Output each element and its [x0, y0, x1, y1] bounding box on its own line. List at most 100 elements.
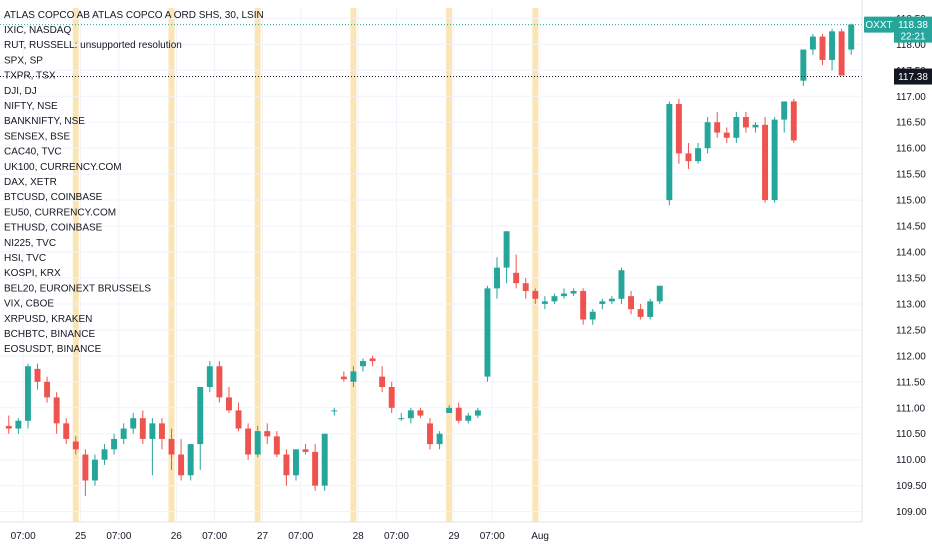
- legend-symbol: XRPUSD, KRAKEN: [4, 314, 92, 325]
- y-tick-label: 113.00: [896, 299, 926, 310]
- candle-body: [312, 451, 319, 486]
- candle: [819, 33, 826, 66]
- candle: [331, 407, 338, 416]
- candle: [848, 23, 855, 55]
- candle-body: [44, 381, 51, 398]
- legend-symbol: IXIC, NASDAQ: [4, 25, 71, 36]
- symbol-tag: [864, 16, 894, 33]
- candle-body: [264, 431, 271, 437]
- candle: [436, 431, 443, 450]
- candle-body: [618, 270, 625, 299]
- candle: [149, 418, 156, 476]
- candle-body: [120, 428, 127, 439]
- legend-symbol: SENSEX, BSE: [4, 131, 70, 142]
- session-bands: [72, 8, 539, 522]
- candle: [532, 288, 539, 304]
- x-tick-label: 07:00: [288, 531, 313, 542]
- candle-body: [762, 124, 769, 201]
- legend-symbol: CAC40, TVC: [4, 147, 62, 158]
- candle-body: [72, 441, 79, 450]
- candle: [752, 122, 759, 133]
- candle: [474, 407, 481, 419]
- candle: [158, 418, 165, 450]
- legend-symbol: BTCUSD, COINBASE: [4, 192, 103, 203]
- y-tick-label: 109.50: [896, 481, 927, 492]
- candle: [599, 298, 606, 310]
- candle-body: [101, 449, 108, 460]
- candle: [541, 296, 548, 310]
- y-tick-label: 111.50: [896, 377, 926, 388]
- candle-body: [647, 301, 654, 317]
- x-tick-label: Aug: [531, 531, 549, 542]
- candle: [53, 392, 60, 434]
- session-band: [168, 8, 175, 522]
- x-tick-label: 25: [75, 531, 87, 542]
- y-tick-label: 113.50: [896, 273, 926, 284]
- legend-symbol: BANKNIFTY, NSE: [4, 116, 85, 127]
- y-tick-label: 111.00: [896, 403, 926, 414]
- candle-body: [216, 366, 223, 398]
- candle-body: [302, 449, 309, 452]
- candle: [742, 111, 749, 133]
- candle: [484, 285, 491, 382]
- candle: [714, 111, 721, 138]
- legend-symbol: UK100, CURRENCY.COM: [4, 162, 122, 173]
- candle: [800, 49, 807, 86]
- y-tick-label: 116.00: [896, 144, 926, 155]
- y-tick-label: 115.50: [896, 170, 926, 181]
- legend-symbol: SPX, SP: [4, 55, 43, 66]
- candle: [111, 433, 118, 455]
- legend-symbol: KOSPI, KRX: [4, 268, 61, 279]
- candle: [733, 111, 740, 143]
- candle-body: [685, 153, 692, 162]
- legend-symbol: EOSUSDT, BINANCE: [4, 344, 102, 355]
- chart-title: ATLAS COPCO AB ATLAS COPCO A ORD SHS, 30…: [4, 10, 264, 21]
- candle-body: [350, 371, 357, 382]
- candle: [465, 412, 472, 424]
- candle-body: [790, 101, 797, 141]
- x-tick-label: 07:00: [11, 531, 36, 542]
- candle: [369, 355, 376, 367]
- candle: [178, 438, 185, 481]
- candle: [293, 449, 299, 481]
- candle: [379, 366, 386, 393]
- candle-body: [704, 122, 711, 149]
- candle-body: [819, 36, 826, 60]
- candle: [503, 231, 510, 284]
- candle: [63, 418, 70, 445]
- candle: [637, 303, 644, 320]
- candle: [350, 366, 357, 388]
- candle-body: [139, 418, 146, 439]
- legend-symbol: EU50, CURRENCY.COM: [4, 207, 116, 218]
- candle-body: [551, 296, 558, 302]
- candle: [589, 309, 596, 325]
- candle-body: [254, 431, 261, 455]
- candle: [360, 358, 366, 372]
- symbol-legend: ATLAS COPCO AB ATLAS COPCO A ORD SHS, 30…: [4, 10, 264, 355]
- candle: [5, 415, 12, 434]
- candle-body: [283, 454, 290, 476]
- candle-body: [235, 410, 242, 429]
- session-band: [72, 8, 79, 522]
- candle-body: [494, 267, 500, 289]
- y-tick-label: 117.00: [896, 92, 926, 103]
- candle: [551, 293, 558, 304]
- candle: [398, 412, 405, 421]
- ref-price-tag: [894, 68, 932, 85]
- candle: [340, 371, 347, 382]
- x-tick-label: 29: [448, 531, 460, 542]
- candle: [771, 117, 778, 203]
- candle-body: [503, 231, 510, 268]
- candle-body: [91, 459, 98, 481]
- candle: [206, 361, 213, 393]
- x-tick-label: 07:00: [202, 531, 227, 542]
- legend-symbol: BEL20, EURONEXT BRUSSELS: [4, 283, 151, 294]
- candle: [187, 444, 194, 481]
- candle: [781, 101, 788, 133]
- grid-lines: [0, 8, 862, 522]
- candle-body: [455, 407, 462, 421]
- candle: [139, 410, 146, 445]
- candle-body: [379, 376, 386, 388]
- x-axis[interactable]: 07:00 25 07:00 26 07:00 27 07:00 28 07:00 29 07:00…: [0, 521, 862, 542]
